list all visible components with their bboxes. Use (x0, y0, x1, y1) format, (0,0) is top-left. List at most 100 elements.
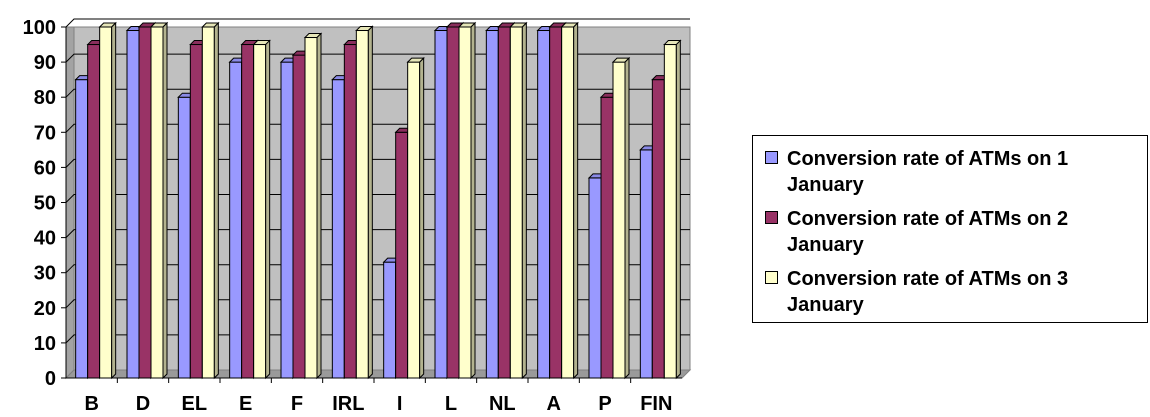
legend: Conversion rate of ATMs on 1 January Con… (752, 135, 1148, 323)
bar-front (126, 30, 140, 379)
y-tick-label: 30 (34, 263, 56, 285)
bar-front (383, 261, 397, 379)
gridline (65, 53, 690, 63)
bar-front (651, 79, 665, 379)
bar-front (292, 54, 306, 379)
bar-front (446, 26, 460, 379)
y-tick-label: 40 (34, 228, 56, 250)
bar-front (458, 26, 472, 379)
y-tick-label: 90 (34, 52, 56, 74)
x-tick-label-EL: EL (182, 393, 208, 415)
bar-front (509, 26, 523, 379)
bars (74, 21, 682, 380)
legend-swatch-series-3 (765, 271, 778, 284)
bar-front (549, 26, 563, 379)
bar-D-series-3 (149, 21, 169, 380)
gridline (65, 158, 690, 168)
y-tick-label: 70 (34, 122, 56, 144)
x-tick-label-A: A (546, 393, 560, 415)
bar-front (253, 44, 267, 379)
left-wall (65, 26, 75, 380)
bar-front (201, 26, 215, 379)
x-tick-label-IRL: IRL (332, 393, 364, 415)
bar-side (675, 39, 681, 380)
bar-front (355, 30, 369, 379)
x-tick-label-I: I (397, 393, 403, 415)
x-tick-label-P: P (598, 393, 611, 415)
bar-side (213, 21, 219, 380)
bar-front (87, 44, 101, 379)
bar-front (75, 79, 89, 379)
bar-front (331, 79, 345, 379)
x-tick-label-F: F (291, 393, 303, 415)
bar-front (177, 96, 191, 379)
x-tick-label-FIN: FIN (640, 393, 672, 415)
bar-front (639, 149, 653, 379)
x-tick-label-NL: NL (489, 393, 516, 415)
y-tick-label: 50 (34, 193, 56, 215)
bar-front (407, 61, 421, 379)
x-tick-label-L: L (445, 393, 457, 415)
y-tick-label: 100 (23, 17, 56, 39)
bar-I-series-3 (406, 56, 425, 380)
bar-F-series-3 (303, 32, 323, 380)
legend-label-series-2: Conversion rate of ATMs on 2 January (787, 208, 1069, 256)
bar-front (588, 177, 602, 379)
x-tick-label-D: D (136, 393, 150, 415)
legend-label-series-1: Conversion rate of ATMs on 1 January (787, 148, 1069, 196)
bar-front (537, 30, 551, 379)
bar-front (497, 26, 511, 379)
gridline (65, 334, 690, 344)
bar-side (162, 21, 168, 380)
x-tick-label-E: E (239, 393, 252, 415)
bar-front (434, 30, 448, 379)
bar-side (265, 39, 271, 380)
gridline (65, 229, 690, 238)
bar-B-series-3 (98, 21, 117, 380)
bar-front (600, 96, 614, 379)
gridline (65, 299, 690, 309)
back-wall (73, 26, 691, 371)
x-tick-label-B: B (84, 393, 98, 415)
plot-area: 0 10 20 30 40 50 60 70 80 90 100 B D EL E F IRL I L NL A P FIN (23, 17, 692, 415)
bar-side (521, 21, 527, 380)
bar-FIN-series-3 (663, 39, 682, 380)
bar-front (343, 44, 357, 379)
bar-front (612, 61, 626, 379)
bar-side (367, 25, 373, 380)
bar-L-series-3 (457, 21, 477, 380)
bar-front (280, 61, 294, 379)
gridline (65, 88, 690, 98)
bar-front (229, 61, 243, 379)
bar-EL-series-3 (201, 21, 220, 380)
gridline (65, 123, 690, 133)
bar-IRL-series-3 (355, 25, 374, 380)
bar-front (150, 26, 164, 379)
legend-swatch-series-1 (765, 151, 778, 164)
bar-side (624, 56, 630, 380)
bar-P-series-3 (611, 56, 631, 380)
gridline (65, 264, 690, 274)
y-tick-label: 80 (34, 87, 56, 109)
bar-side (573, 21, 579, 380)
bar-front (561, 26, 575, 379)
bar-front (99, 26, 113, 379)
bar-side (419, 56, 425, 380)
legend-swatch-series-2 (765, 211, 778, 224)
y-tick-label: 10 (34, 333, 56, 355)
bar-front (241, 44, 255, 379)
gridline (65, 18, 690, 28)
gridline (65, 194, 690, 203)
bar-side (316, 32, 322, 380)
y-tick-label: 60 (34, 157, 56, 179)
y-tick-label: 20 (34, 298, 56, 320)
bar-side (470, 21, 476, 380)
bar-E-series-3 (252, 39, 271, 380)
bar-front (395, 131, 409, 379)
bar-NL-series-3 (509, 21, 528, 380)
bar-front (663, 44, 677, 379)
bar-front (189, 44, 203, 379)
bar-front (304, 37, 318, 379)
bar-front (485, 30, 499, 379)
